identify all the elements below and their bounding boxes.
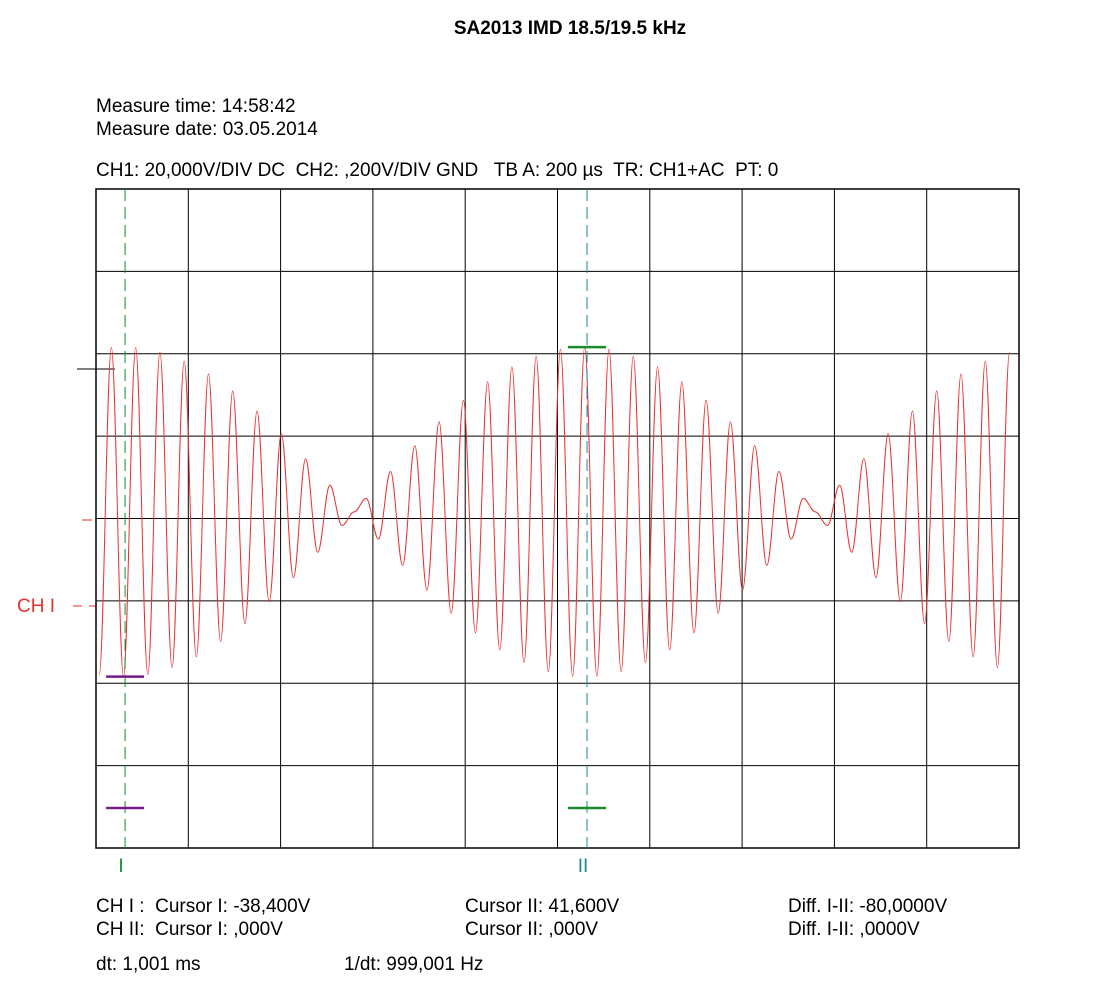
settings: CH1: 20,000V/DIV DC CH2: ,200V/DIV GND T… bbox=[96, 160, 778, 181]
trace bbox=[98, 346, 1011, 678]
readout: Cursor II: ,000V bbox=[465, 919, 598, 940]
title: SA2013 IMD 18.5/19.5 kHz bbox=[454, 18, 686, 39]
readout: 1/dt: 999,001 Hz bbox=[344, 954, 483, 975]
channel-label: CH I bbox=[17, 596, 55, 617]
plot-border bbox=[95, 188, 1020, 849]
measure-date: Measure date: 03.05.2014 bbox=[96, 119, 318, 140]
cursor-label: I bbox=[118, 856, 123, 877]
readout: Cursor II: 41,600V bbox=[465, 896, 620, 917]
readout: CH II: Cursor I: ,000V bbox=[96, 919, 283, 940]
readout: CH I : Cursor I: -38,400V bbox=[96, 896, 311, 917]
readout: dt: 1,001 ms bbox=[96, 954, 201, 975]
readout: Diff. I-II: -80,0000V bbox=[788, 896, 947, 917]
readout: Diff. I-II: ,0000V bbox=[788, 919, 920, 940]
measure-time: Measure time: 14:58:42 bbox=[96, 96, 296, 117]
cursor-label: II bbox=[578, 856, 589, 877]
